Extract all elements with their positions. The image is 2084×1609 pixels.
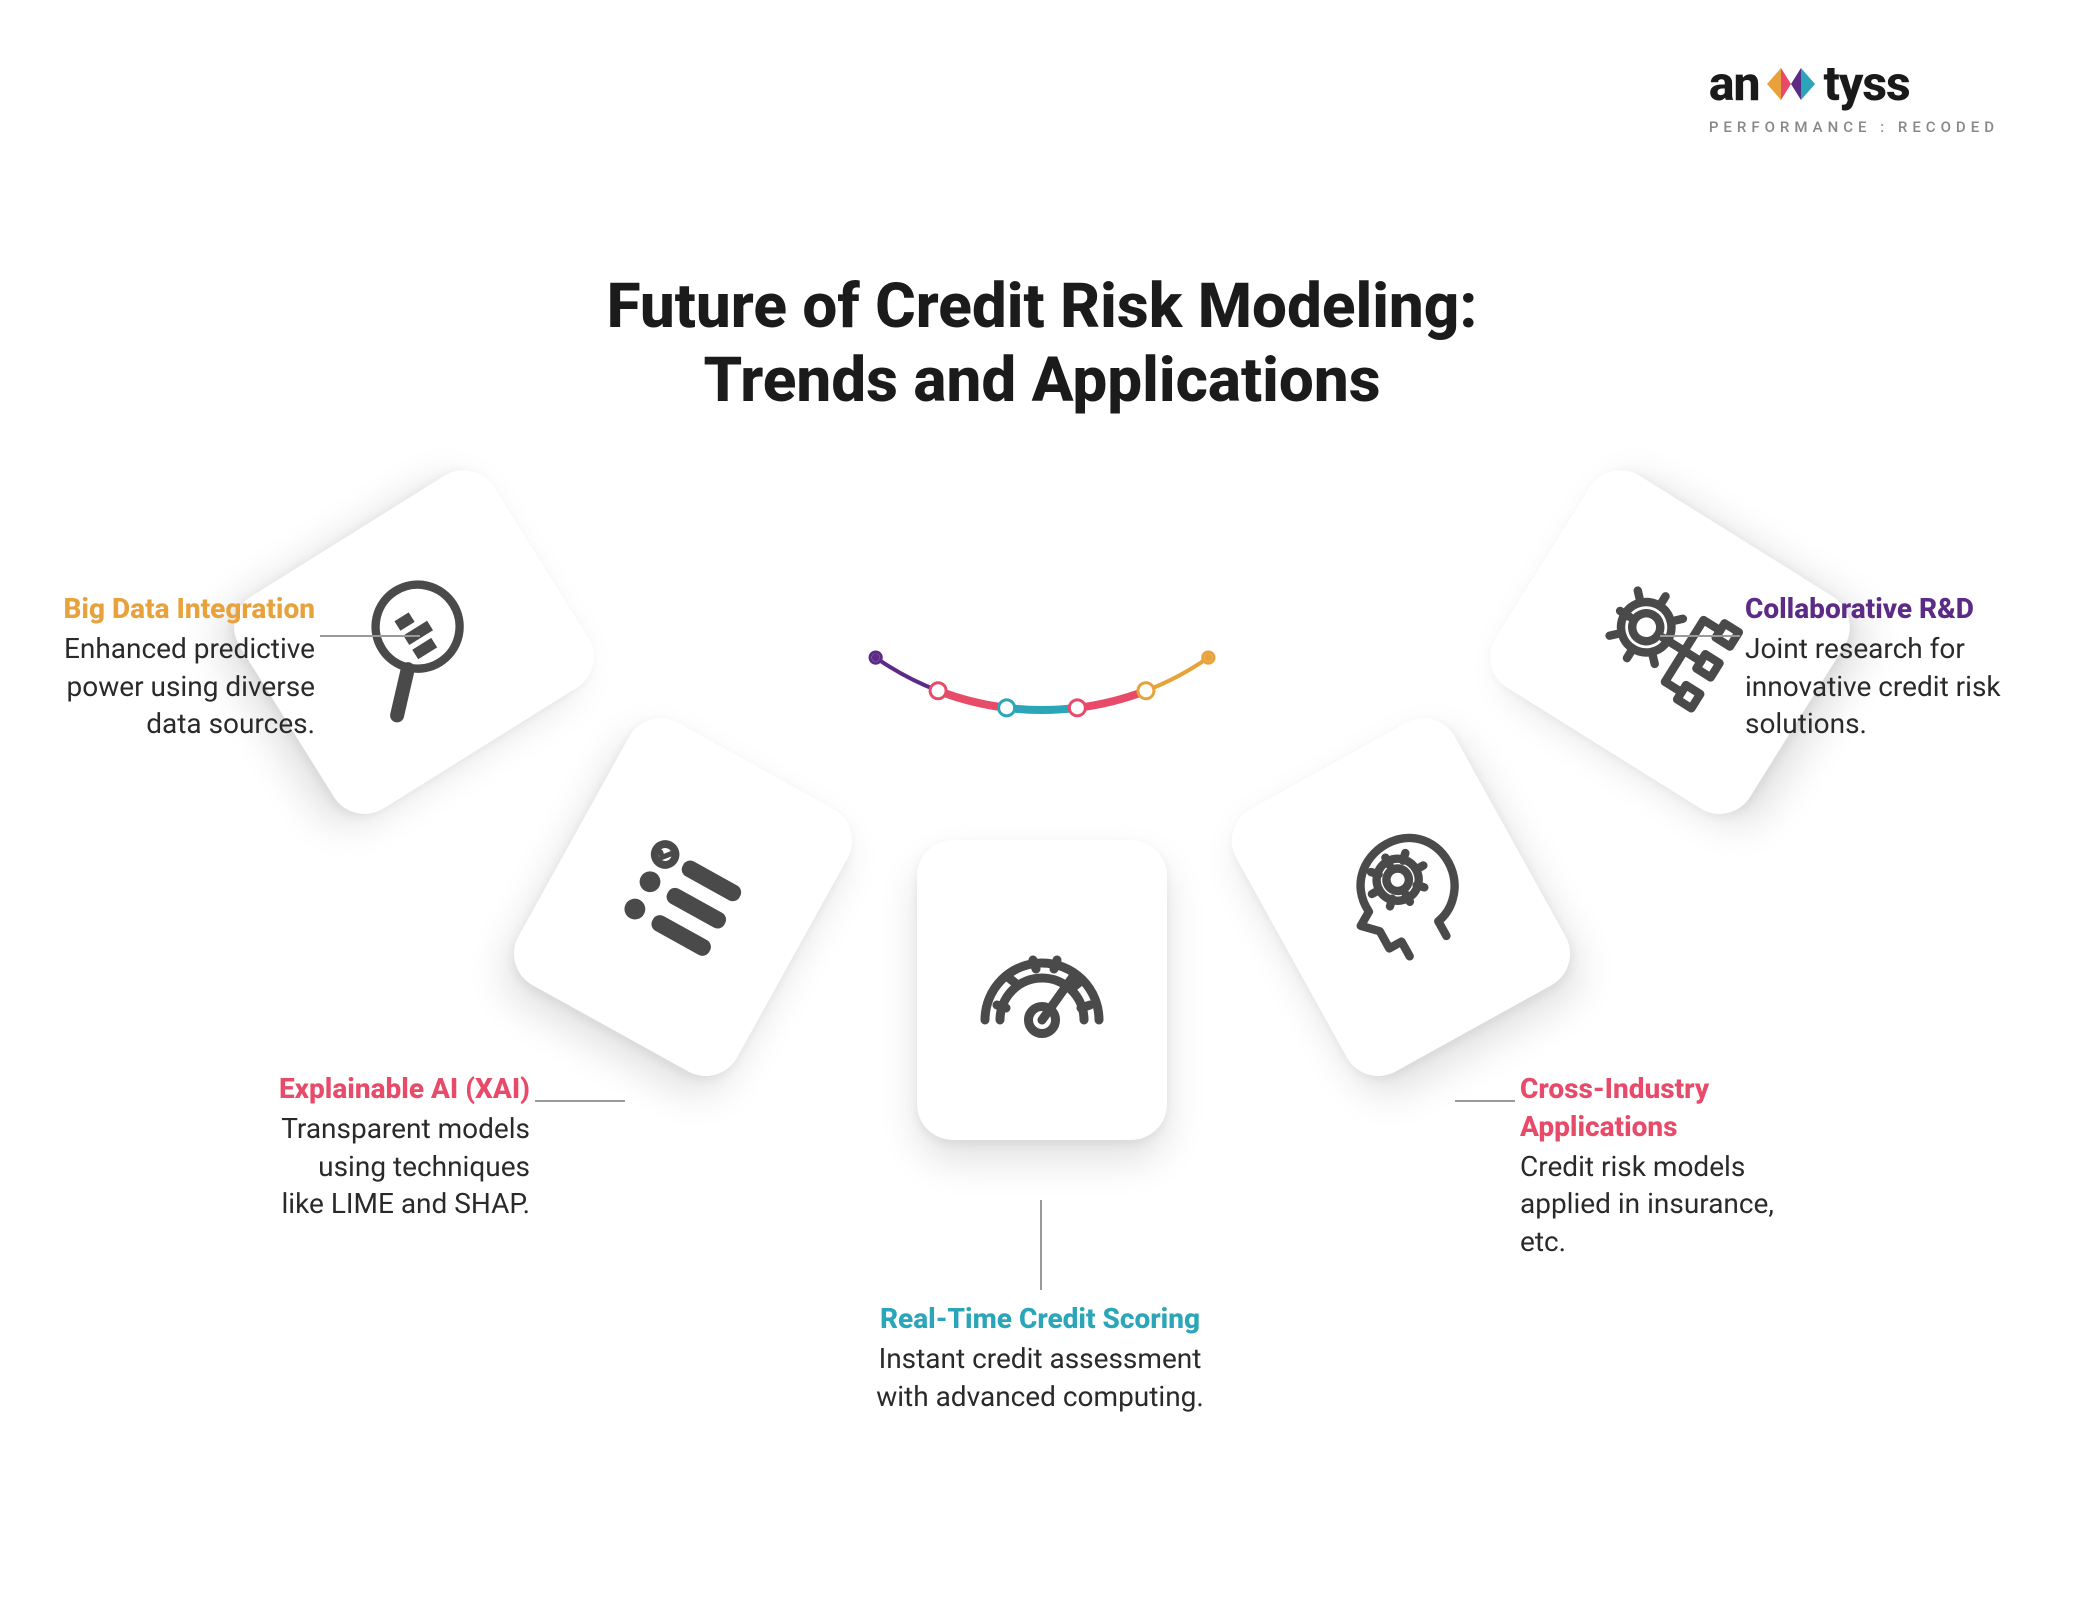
body-realtime: Instant credit assess­ment with advanced… bbox=[876, 1342, 1204, 1413]
leader-rd bbox=[1660, 635, 1740, 637]
central-arc bbox=[692, 470, 1392, 810]
body-rd: Joint re­search for innovative credit ri… bbox=[1745, 632, 2001, 741]
text-big-data: Big Data Integration Enhanced predictive… bbox=[55, 590, 315, 743]
logo-tagline: PERFORMANCE : RECODED bbox=[1709, 118, 1999, 136]
leader-big-data bbox=[320, 635, 420, 637]
heading-realtime: Real-Time Credit Scoring bbox=[860, 1300, 1220, 1338]
text-cross-industry: Cross-Industry Applications Credit risk … bbox=[1520, 1070, 1780, 1261]
leader-cross-industry bbox=[1455, 1100, 1515, 1102]
heading-xai: Explainable AI (XAI) bbox=[270, 1070, 530, 1108]
page-title: Future of Credit Risk Modeling: Trends a… bbox=[0, 270, 2084, 419]
leader-realtime bbox=[1040, 1200, 1042, 1290]
logo-text-right: tyss bbox=[1823, 55, 1909, 112]
body-big-data: Enhanced predictive power using diverse … bbox=[64, 632, 315, 741]
heading-big-data: Big Data Integration bbox=[55, 590, 315, 628]
ai-head-icon bbox=[1306, 802, 1496, 992]
text-xai: Explainable AI (XAI) Transparent models … bbox=[270, 1070, 530, 1223]
logo-mark-icon bbox=[1763, 64, 1819, 104]
gear-network-icon bbox=[1573, 546, 1766, 739]
heading-cross-industry: Cross-Industry Applications bbox=[1520, 1070, 1780, 1146]
body-cross-industry: Credit risk models ap­plied in in­suranc… bbox=[1520, 1150, 1774, 1259]
body-xai: Transparent models using tech­niques lik… bbox=[281, 1112, 530, 1221]
checklist-icon bbox=[595, 809, 772, 986]
text-rd: Collaborative R&D Joint re­search for in… bbox=[1745, 590, 2005, 743]
magnify-chart-icon bbox=[318, 546, 511, 739]
logo-wordmark: an tyss bbox=[1709, 55, 1999, 112]
leader-xai bbox=[535, 1100, 625, 1102]
text-realtime: Real-Time Credit Scoring Instant credit … bbox=[860, 1300, 1220, 1415]
brand-logo: an tyss PERFORMANCE : RECODED bbox=[1709, 55, 1999, 136]
petal-realtime bbox=[917, 840, 1167, 1140]
logo-text-left: an bbox=[1709, 55, 1760, 112]
gauge-icon bbox=[967, 915, 1117, 1065]
title-line-2: Trends and Applications bbox=[703, 344, 1380, 417]
title-line-1: Future of Credit Risk Modeling: bbox=[607, 270, 1478, 343]
heading-rd: Collaborative R&D bbox=[1745, 590, 2005, 628]
